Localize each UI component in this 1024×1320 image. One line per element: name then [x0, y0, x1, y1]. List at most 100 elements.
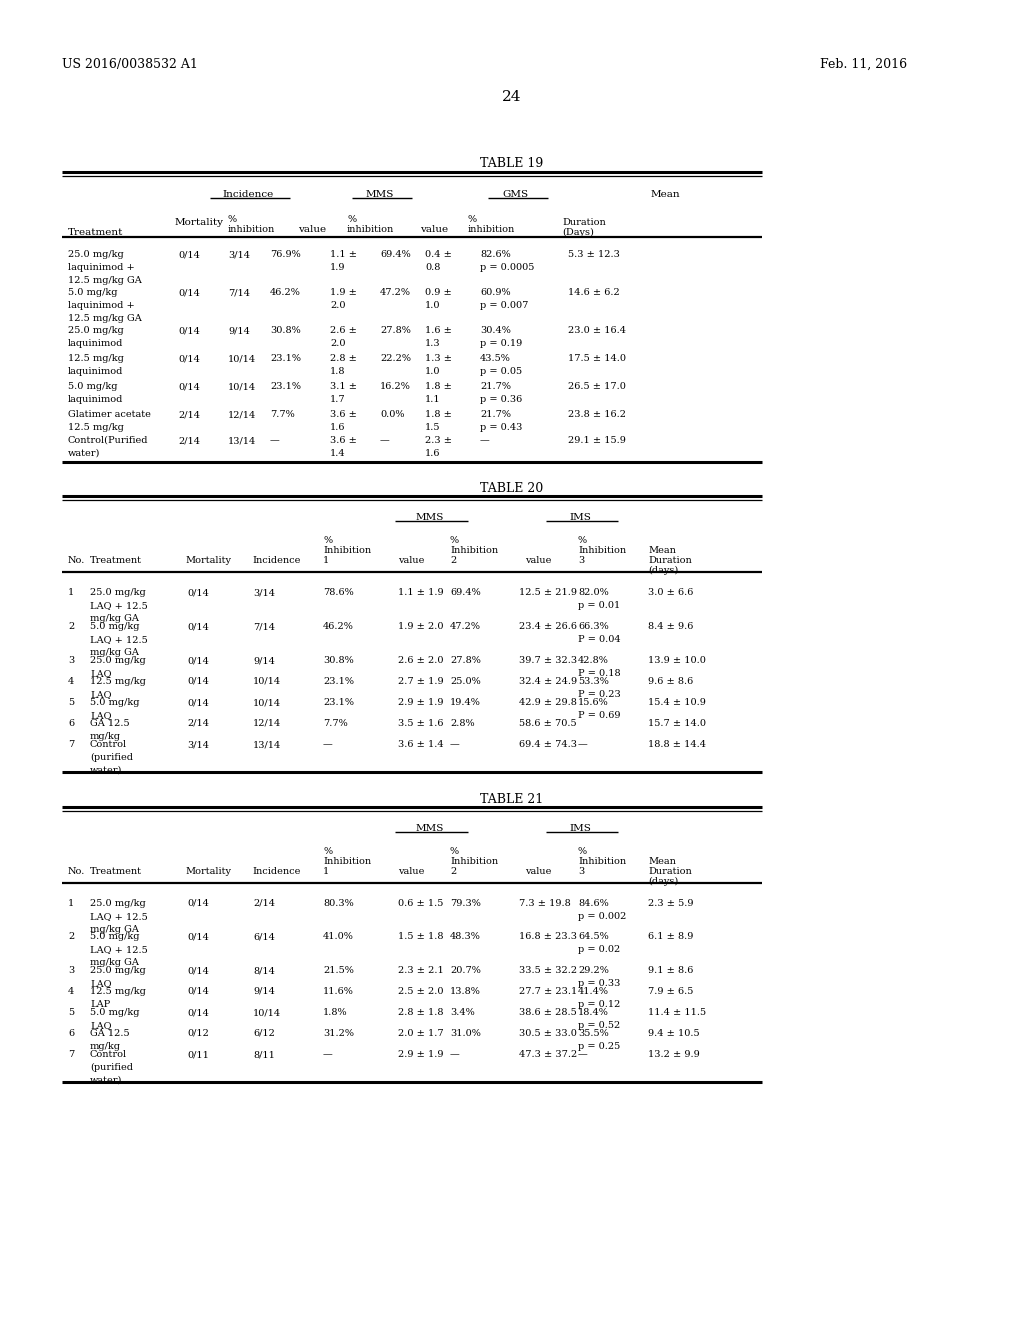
- Text: 1.6: 1.6: [425, 449, 440, 458]
- Text: Mortality: Mortality: [185, 867, 231, 876]
- Text: p = 0.33: p = 0.33: [578, 979, 621, 987]
- Text: Treatment: Treatment: [90, 556, 142, 565]
- Text: 23.1%: 23.1%: [270, 354, 301, 363]
- Text: MMS: MMS: [416, 824, 444, 833]
- Text: (days): (days): [648, 566, 678, 576]
- Text: GA 12.5: GA 12.5: [90, 1030, 130, 1038]
- Text: 20.7%: 20.7%: [450, 966, 481, 975]
- Text: 3: 3: [578, 867, 585, 876]
- Text: 1.0: 1.0: [425, 367, 440, 376]
- Text: 6/14: 6/14: [253, 932, 274, 941]
- Text: 3/14: 3/14: [187, 741, 209, 748]
- Text: 69.4%: 69.4%: [380, 249, 411, 259]
- Text: 13.9 ± 10.0: 13.9 ± 10.0: [648, 656, 706, 665]
- Text: 3.0 ± 6.6: 3.0 ± 6.6: [648, 587, 693, 597]
- Text: 12.5 mg/kg: 12.5 mg/kg: [90, 677, 145, 686]
- Text: (purified: (purified: [90, 752, 133, 762]
- Text: 78.6%: 78.6%: [323, 587, 353, 597]
- Text: 30.8%: 30.8%: [270, 326, 301, 335]
- Text: 43.5%: 43.5%: [480, 354, 511, 363]
- Text: 21.5%: 21.5%: [323, 966, 354, 975]
- Text: mg/kg: mg/kg: [90, 1041, 121, 1051]
- Text: 13/14: 13/14: [253, 741, 282, 748]
- Text: Incidence: Incidence: [252, 556, 300, 565]
- Text: 15.4 ± 10.9: 15.4 ± 10.9: [648, 698, 706, 708]
- Text: 12.5 mg/kg: 12.5 mg/kg: [68, 422, 124, 432]
- Text: LAQ + 12.5: LAQ + 12.5: [90, 601, 147, 610]
- Text: 0/14: 0/14: [187, 932, 209, 941]
- Text: US 2016/0038532 A1: US 2016/0038532 A1: [62, 58, 198, 71]
- Text: 3.6 ± 1.4: 3.6 ± 1.4: [398, 741, 443, 748]
- Text: 42.8%: 42.8%: [578, 656, 609, 665]
- Text: 10/14: 10/14: [228, 381, 256, 391]
- Text: LAQ: LAQ: [90, 669, 112, 678]
- Text: mg/kg: mg/kg: [90, 733, 121, 741]
- Text: Incidence: Incidence: [222, 190, 273, 199]
- Text: Treatment: Treatment: [68, 228, 123, 238]
- Text: 3/14: 3/14: [228, 249, 250, 259]
- Text: 41.4%: 41.4%: [578, 987, 609, 997]
- Text: 6.1 ± 8.9: 6.1 ± 8.9: [648, 932, 693, 941]
- Text: 2/14: 2/14: [178, 411, 200, 418]
- Text: 2.8 ± 1.8: 2.8 ± 1.8: [398, 1008, 443, 1016]
- Text: 9.1 ± 8.6: 9.1 ± 8.6: [648, 966, 693, 975]
- Text: 16.8 ± 23.3: 16.8 ± 23.3: [519, 932, 577, 941]
- Text: 7.3 ± 19.8: 7.3 ± 19.8: [519, 899, 570, 908]
- Text: 47.2%: 47.2%: [450, 622, 481, 631]
- Text: 6: 6: [68, 719, 74, 729]
- Text: 8/11: 8/11: [253, 1049, 274, 1059]
- Text: 15.6%: 15.6%: [578, 698, 608, 708]
- Text: 2: 2: [450, 867, 457, 876]
- Text: laquinimod: laquinimod: [68, 367, 123, 376]
- Text: 25.0 mg/kg: 25.0 mg/kg: [90, 899, 145, 908]
- Text: Control(Purified: Control(Purified: [68, 436, 148, 445]
- Text: 1.1: 1.1: [425, 395, 440, 404]
- Text: 1: 1: [323, 556, 330, 565]
- Text: 25.0 mg/kg: 25.0 mg/kg: [68, 249, 124, 259]
- Text: 1.8 ±: 1.8 ±: [425, 411, 452, 418]
- Text: %: %: [323, 536, 332, 545]
- Text: laquinimod: laquinimod: [68, 395, 123, 404]
- Text: 0.6 ± 1.5: 0.6 ± 1.5: [398, 899, 443, 908]
- Text: Inhibition: Inhibition: [323, 857, 371, 866]
- Text: 0/14: 0/14: [187, 656, 209, 665]
- Text: 46.2%: 46.2%: [323, 622, 354, 631]
- Text: 1.8 ±: 1.8 ±: [425, 381, 452, 391]
- Text: value: value: [420, 224, 449, 234]
- Text: —: —: [380, 436, 390, 445]
- Text: 0/14: 0/14: [187, 622, 209, 631]
- Text: 2/14: 2/14: [187, 719, 209, 729]
- Text: 23.1%: 23.1%: [323, 677, 354, 686]
- Text: p = 0.43: p = 0.43: [480, 422, 522, 432]
- Text: 9/14: 9/14: [253, 656, 274, 665]
- Text: 2.8 ±: 2.8 ±: [330, 354, 357, 363]
- Text: 12.5 mg/kg: 12.5 mg/kg: [90, 987, 145, 997]
- Text: (purified: (purified: [90, 1063, 133, 1072]
- Text: 1.5 ± 1.8: 1.5 ± 1.8: [398, 932, 443, 941]
- Text: laquinimod +: laquinimod +: [68, 263, 135, 272]
- Text: 9/14: 9/14: [253, 987, 274, 997]
- Text: 0/14: 0/14: [178, 381, 200, 391]
- Text: 6: 6: [68, 1030, 74, 1038]
- Text: 39.7 ± 32.3: 39.7 ± 32.3: [519, 656, 578, 665]
- Text: Control: Control: [90, 741, 127, 748]
- Text: p = 0.52: p = 0.52: [578, 1020, 621, 1030]
- Text: 12.5 mg/kg: 12.5 mg/kg: [68, 354, 124, 363]
- Text: 19.4%: 19.4%: [450, 698, 481, 708]
- Text: 3/14: 3/14: [253, 587, 275, 597]
- Text: 1.1 ± 1.9: 1.1 ± 1.9: [398, 587, 443, 597]
- Text: 27.8%: 27.8%: [450, 656, 481, 665]
- Text: p = 0.002: p = 0.002: [578, 912, 627, 921]
- Text: 2: 2: [68, 622, 75, 631]
- Text: 13.2 ± 9.9: 13.2 ± 9.9: [648, 1049, 699, 1059]
- Text: 1.8%: 1.8%: [323, 1008, 347, 1016]
- Text: inhibition: inhibition: [468, 224, 515, 234]
- Text: 13.8%: 13.8%: [450, 987, 481, 997]
- Text: 79.3%: 79.3%: [450, 899, 481, 908]
- Text: 32.4 ± 24.9: 32.4 ± 24.9: [519, 677, 578, 686]
- Text: 17.5 ± 14.0: 17.5 ± 14.0: [568, 354, 626, 363]
- Text: 9.4 ± 10.5: 9.4 ± 10.5: [648, 1030, 699, 1038]
- Text: 2.8%: 2.8%: [450, 719, 475, 729]
- Text: 16.2%: 16.2%: [380, 381, 411, 391]
- Text: 12.5 mg/kg GA: 12.5 mg/kg GA: [68, 276, 141, 285]
